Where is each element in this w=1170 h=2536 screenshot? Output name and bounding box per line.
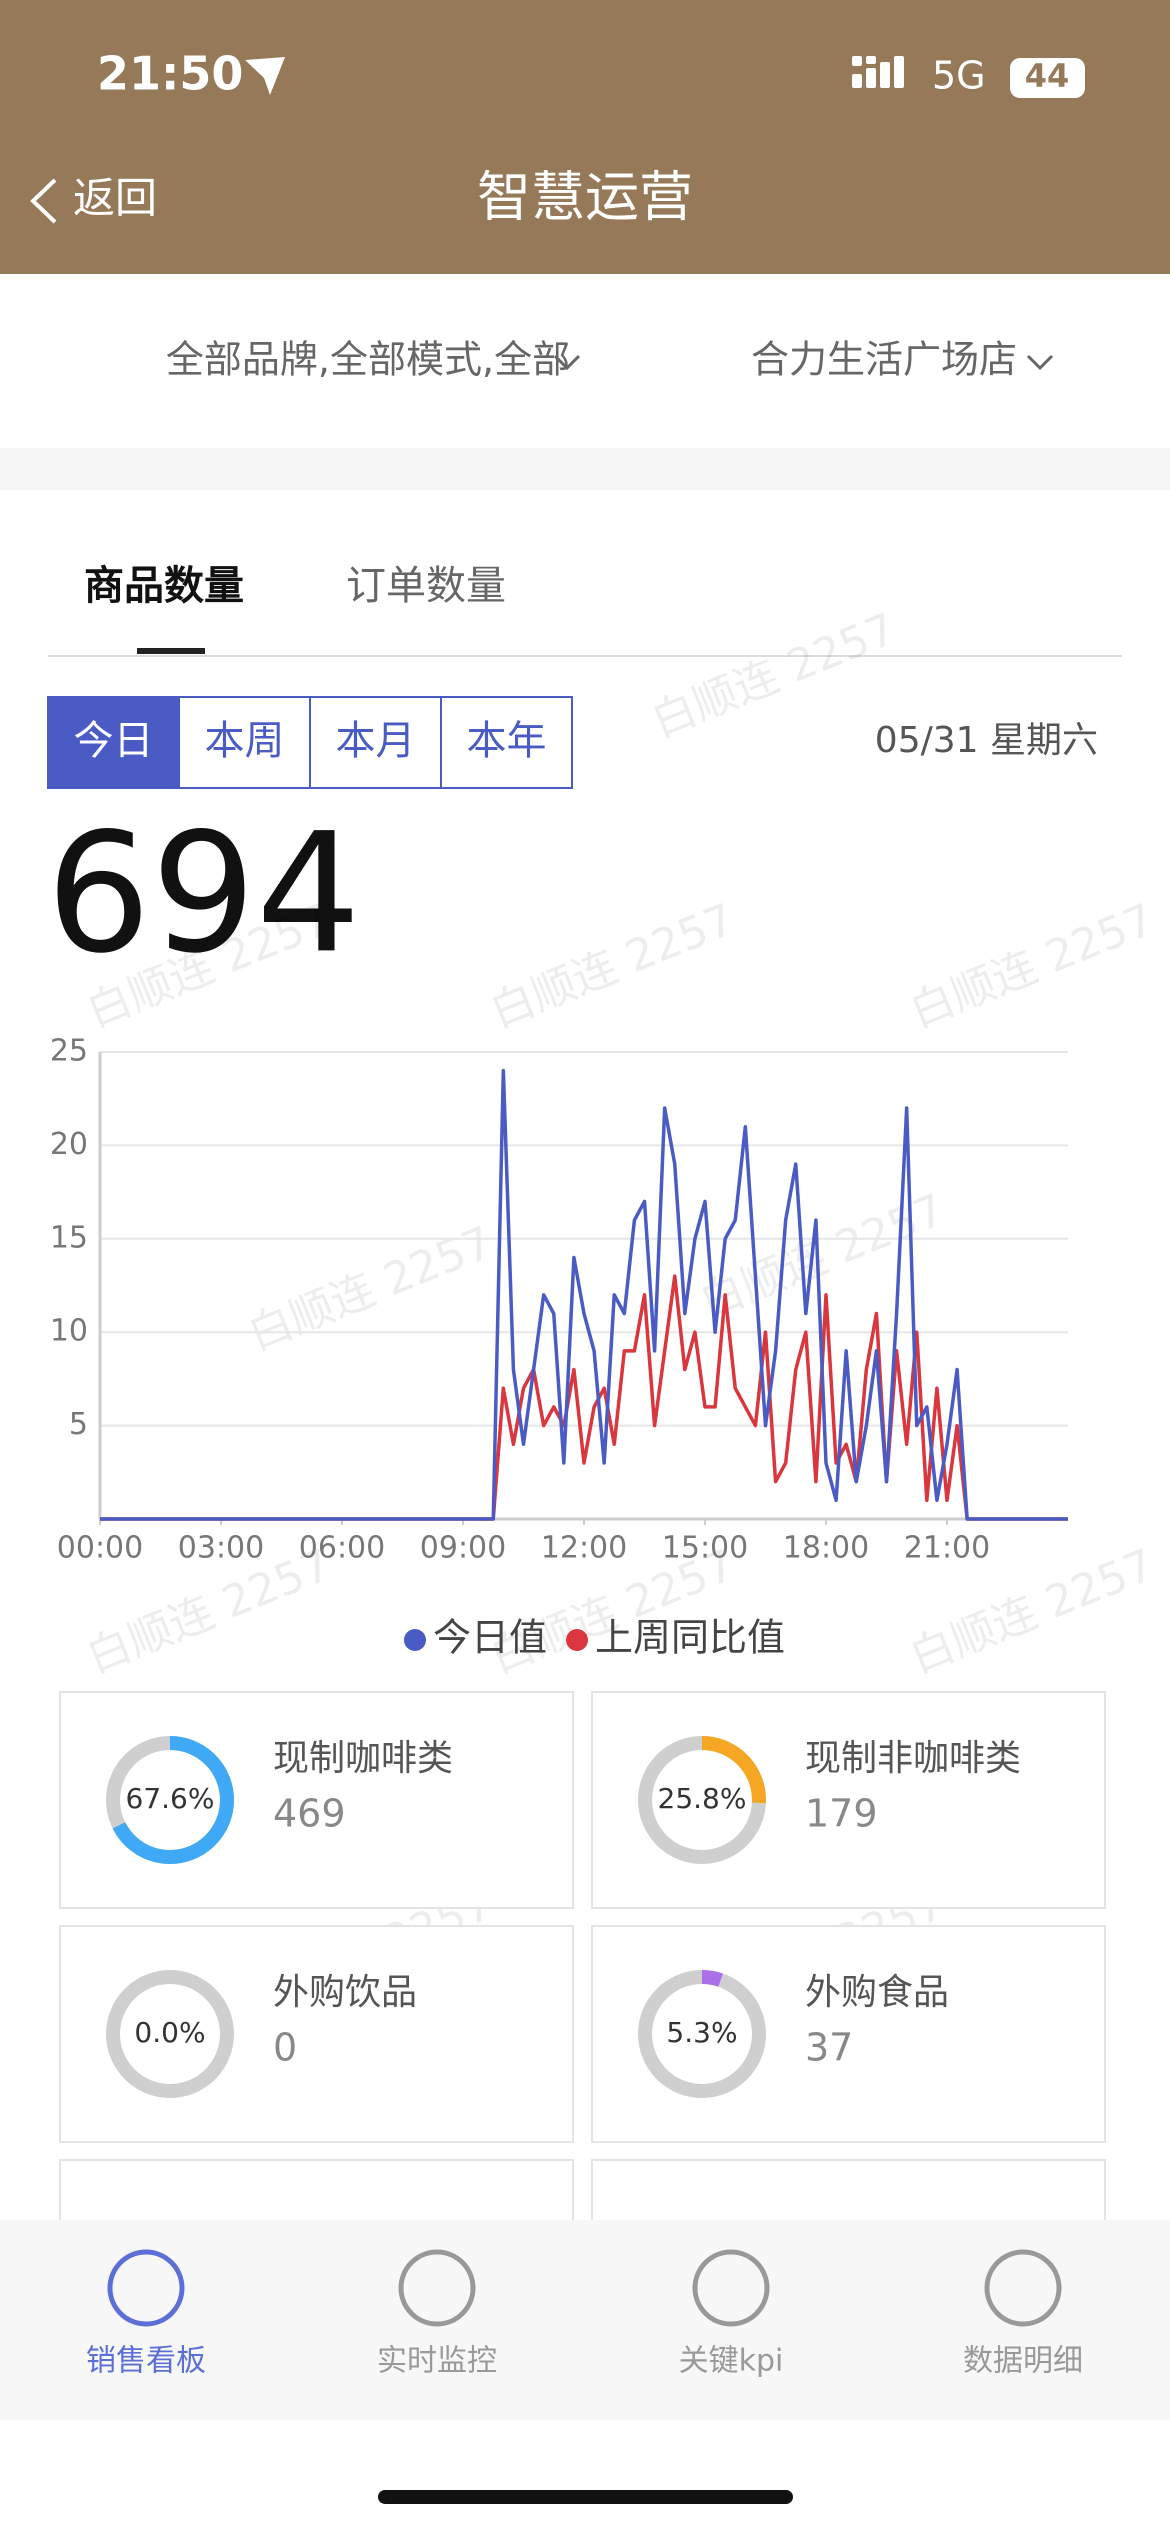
card-name: 现制非咖啡类 (805, 1738, 1021, 1779)
donut-track (106, 1970, 234, 2098)
nav-icon[interactable] (692, 2249, 770, 2327)
nav-label[interactable]: 销售看板 (86, 2344, 206, 2379)
card-count: 0 (273, 2026, 297, 2070)
y-tick-label: 10 (50, 1314, 88, 1349)
legend-marker (404, 1629, 426, 1651)
period-label[interactable]: 本周 (205, 718, 285, 764)
series-line (100, 1068, 1068, 1521)
network: 5G (932, 54, 986, 98)
total: 694 (46, 797, 361, 989)
x-tick-label: 18:00 (783, 1531, 869, 1566)
watermark: 白顺连 2257 (483, 894, 741, 1038)
tab[interactable]: 订单数量 (346, 563, 506, 609)
period-button[interactable] (178, 696, 311, 789)
donut-arc (638, 1736, 766, 1864)
tab-active[interactable]: 商品数量 (84, 563, 244, 609)
watermark: 白顺连 2257 (645, 604, 903, 748)
period-button[interactable] (440, 696, 573, 789)
battery (1010, 58, 1085, 98)
y-tick-label: 25 (50, 1034, 88, 1069)
card-name: 外购饮品 (273, 1972, 417, 2013)
home-indicator (378, 2490, 793, 2504)
nav-label[interactable]: 实时监控 (377, 2344, 497, 2379)
tab-indicator (137, 648, 205, 654)
card-count: 469 (273, 1792, 346, 1836)
nav-icon[interactable] (398, 2249, 476, 2327)
donut-label: 25.8% (658, 1782, 747, 1815)
clock: 21:50 (97, 47, 243, 101)
legend-label: 上周同比值 (595, 1616, 785, 1660)
nav-label[interactable]: 关键kpi (679, 2344, 784, 2379)
nav-icon[interactable] (107, 2249, 185, 2327)
period-label[interactable]: 本年 (467, 718, 547, 764)
y-tick-label: 5 (69, 1407, 88, 1442)
y-tick-label: 15 (50, 1220, 88, 1255)
x-tick-label: 06:00 (299, 1531, 385, 1566)
store-filter[interactable]: 合力生活广场店 (751, 338, 1017, 382)
back-icon[interactable] (30, 178, 57, 224)
card-count: 179 (805, 1792, 878, 1836)
y-tick-label: 20 (50, 1127, 88, 1162)
brand-filter[interactable]: 全部品牌,全部模式,全部 (166, 338, 570, 382)
chevron (553, 354, 581, 371)
donut-label: 0.0% (134, 2016, 205, 2049)
x-tick-label: 12:00 (541, 1531, 627, 1566)
card (591, 1691, 1106, 1909)
period-label[interactable]: 本月 (336, 718, 416, 764)
period-button[interactable] (47, 696, 180, 789)
legend-label: 今日值 (433, 1616, 547, 1660)
x-tick-label: 00:00 (57, 1531, 143, 1566)
x-tick-label: 03:00 (178, 1531, 264, 1566)
nav-label[interactable]: 数据明细 (963, 2344, 1083, 2379)
watermark: 白顺连 2257 (903, 894, 1161, 1038)
donut-label: 5.3% (666, 2016, 737, 2049)
x-tick-label: 21:00 (904, 1531, 990, 1566)
card-name: 外购食品 (805, 1972, 949, 2013)
period-label[interactable]: 今日 (74, 718, 154, 764)
date: 05/31 星期六 (875, 720, 1098, 761)
donut-arc (638, 1970, 766, 2098)
card-count: 37 (805, 2026, 853, 2070)
back-button[interactable]: 返回 (73, 174, 157, 223)
tab-bar (0, 2220, 1170, 2420)
battery-level: 44 (1025, 57, 1070, 95)
separator (0, 448, 1170, 490)
chevron (1026, 354, 1054, 371)
page-title: 智慧运营 (477, 166, 693, 229)
card (59, 1925, 574, 2143)
card-name: 现制咖啡类 (273, 1738, 453, 1779)
series-line (100, 1274, 1068, 1521)
header-bg (0, 0, 1170, 274)
x-tick-label: 15:00 (662, 1531, 748, 1566)
card (591, 1925, 1106, 2143)
donut-label: 67.6% (126, 1782, 215, 1815)
signal-icon (852, 56, 904, 88)
x-tick-label: 09:00 (420, 1531, 506, 1566)
donut-arc (106, 1736, 234, 1864)
card (59, 1691, 574, 1909)
legend-marker (566, 1629, 588, 1651)
location-icon (245, 57, 285, 95)
nav-icon[interactable] (984, 2249, 1062, 2327)
